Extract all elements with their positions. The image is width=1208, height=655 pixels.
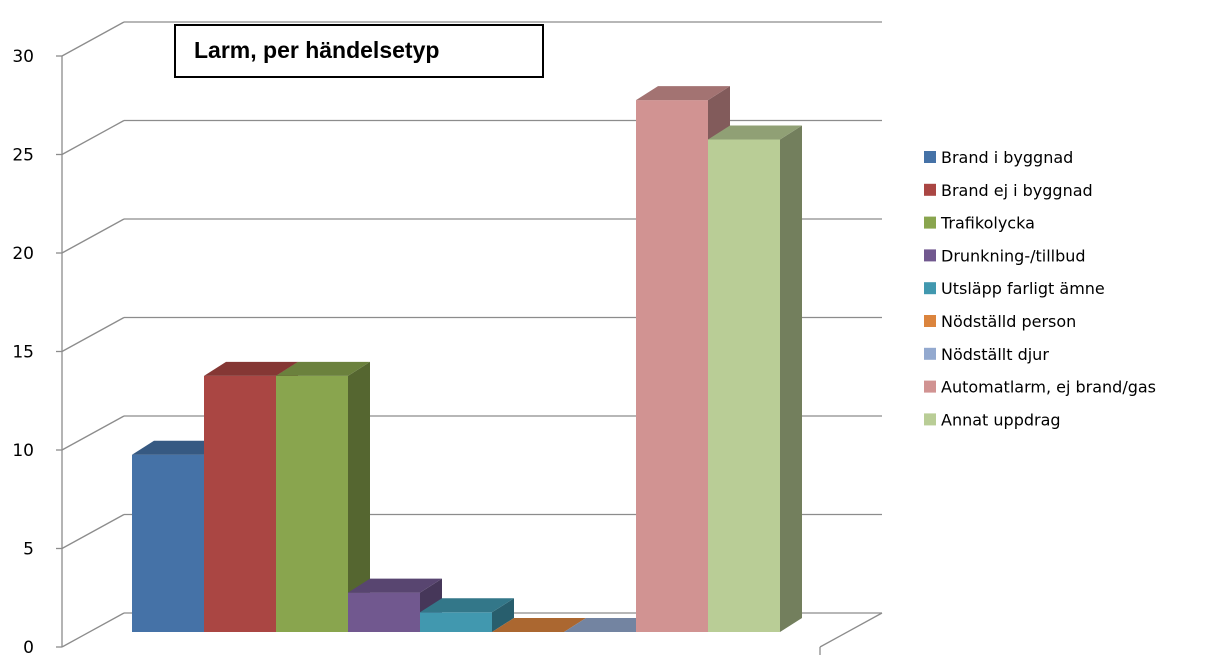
legend-item: Nödställd person xyxy=(924,312,1076,331)
bar-top xyxy=(564,618,658,632)
bar-top xyxy=(636,86,730,101)
gridline-depth xyxy=(61,21,125,57)
bar-front xyxy=(348,592,420,632)
gridline-depth xyxy=(61,218,125,254)
y-tick-label: 0 xyxy=(23,638,34,655)
bar-front xyxy=(132,454,204,632)
bar-side xyxy=(348,361,370,632)
legend: Brand i byggnad Brand ej i byggnad Trafiko… xyxy=(924,148,1156,429)
legend-swatch xyxy=(924,183,936,196)
bar-front xyxy=(420,612,492,632)
legend-item: Brand i byggnad xyxy=(924,148,1073,167)
legend-swatch xyxy=(924,151,936,163)
legend-swatch xyxy=(924,413,936,426)
gridline-depth xyxy=(61,119,125,156)
bar-top xyxy=(132,440,226,455)
bar-front xyxy=(636,100,708,633)
bar-front xyxy=(276,375,348,632)
legend-label: Annat uppdrag xyxy=(941,410,1061,429)
chart-title: Larm, per händelsetyp xyxy=(194,37,439,63)
legend-item: Trafikolycka xyxy=(924,214,1035,233)
floor-edge-right xyxy=(819,612,883,648)
legend-item: Annat uppdrag xyxy=(924,410,1061,429)
legend-swatch xyxy=(924,216,936,229)
bar-7 xyxy=(564,618,658,632)
legend-item: Utsläpp farligt ämne xyxy=(924,279,1105,298)
legend-label: Trafikolycka xyxy=(940,214,1035,233)
legend-label: Nödställt djur xyxy=(941,345,1049,364)
bar-side xyxy=(492,598,514,632)
legend-item: Brand ej i byggnad xyxy=(924,181,1093,200)
legend-label: Brand ej i byggnad xyxy=(941,181,1093,200)
y-axis: 0 5 10 15 20 25 30 xyxy=(12,47,821,655)
legend-swatch xyxy=(924,315,936,327)
legend-label: Nödställd person xyxy=(941,312,1076,331)
y-tick-label: 10 xyxy=(12,441,34,461)
floor-edge-left xyxy=(61,612,125,648)
bar-top xyxy=(276,361,370,376)
legend-label: Utsläpp farligt ämne xyxy=(941,279,1105,298)
y-tick-label: 25 xyxy=(12,146,34,166)
y-tick-label: 30 xyxy=(12,47,34,67)
legend-swatch xyxy=(924,347,936,360)
y-tick-label: 15 xyxy=(12,343,34,363)
legend-item: Nödställt djur xyxy=(924,345,1049,364)
legend-swatch xyxy=(924,380,936,393)
bar-5 xyxy=(420,598,514,632)
legend-label: Drunkning-/tillbud xyxy=(941,246,1086,265)
legend-item: Drunkning-/tillbud xyxy=(924,246,1086,265)
bar-3 xyxy=(276,361,370,632)
bar-front xyxy=(204,375,276,632)
gridline-depth xyxy=(61,513,125,550)
legend-item: Automatlarm, ej brand/gas xyxy=(924,378,1156,397)
bar-top xyxy=(420,598,514,613)
bar-top xyxy=(204,361,298,376)
bar-top xyxy=(348,578,442,593)
bar-top xyxy=(708,125,802,140)
y-tick-label: 5 xyxy=(23,540,34,560)
bar-9 xyxy=(708,125,802,632)
bar-6 xyxy=(492,618,586,632)
gridline-depth xyxy=(61,316,125,353)
y-tick-label: 20 xyxy=(12,244,34,264)
chart-title-box: Larm, per händelsetyp xyxy=(174,24,544,78)
legend-swatch xyxy=(924,249,936,262)
bar-top xyxy=(492,618,586,632)
chart-title-frame xyxy=(174,24,544,78)
legend-swatch xyxy=(924,282,936,295)
bar-front xyxy=(708,139,780,632)
bars xyxy=(132,86,802,633)
legend-label: Brand i byggnad xyxy=(941,148,1073,167)
legend-label: Automatlarm, ej brand/gas xyxy=(941,378,1156,397)
gridline-depth xyxy=(61,415,125,451)
bar-side xyxy=(780,125,802,632)
